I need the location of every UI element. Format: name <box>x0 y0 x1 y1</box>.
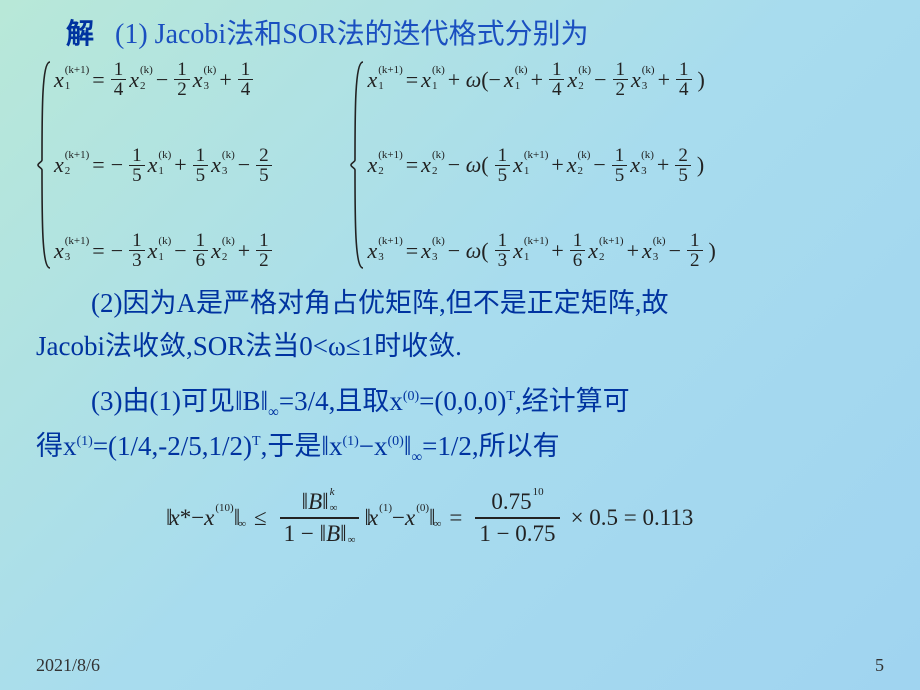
sup0: (0) <box>403 389 419 404</box>
le: ≤ <box>246 505 275 531</box>
para2-text-a: 因为A是严格对角占优矩阵,但不是正定矩阵,故 <box>122 288 668 318</box>
footer-date: 2021/8/6 <box>36 655 100 676</box>
p3e1: =3/4,且取x <box>279 386 403 416</box>
eq: = <box>441 505 470 531</box>
frac-Bk: ‖B‖k∞ 1 − ‖B‖ ∞ <box>280 487 360 549</box>
p3a: 由(1)可见‖B‖ <box>122 386 268 416</box>
p3b: 得x <box>36 431 77 461</box>
sor-system: x(k+1)1=x(k)1+ ω(−x(k)1+14x(k)2−12x(k)3+… <box>349 60 884 270</box>
equation-row: x(k+1)1=14x(k)2−12x(k)3+14 x(k+1)2=−15x(k… <box>36 60 884 270</box>
paragraph-2: (2)因为A是严格对角占优矩阵,但不是正定矩阵,故 Jacobi法收敛,SOR法… <box>36 282 884 368</box>
supT2: T <box>252 434 261 449</box>
norm-mid: ‖x(1) −x(0) ‖ ∞ <box>364 505 441 531</box>
rhsden: 1 − 0.75 <box>475 519 559 549</box>
sor-eq: x(k+1)1=x(k)1+ ω(−x(k)1+14x(k)2−12x(k)3+… <box>367 60 718 99</box>
para2-text-b: Jacobi法收敛,SOR法当0<ω≤1时收敛. <box>36 331 462 361</box>
heading-text: Jacobi法和SOR法的迭代格式分别为 <box>155 19 589 50</box>
norm-left: ‖x*−x(10) ‖ ∞ <box>166 505 246 531</box>
sor-lines: x(k+1)1=x(k)1+ ω(−x(k)1+14x(k)2−12x(k)3+… <box>367 60 718 270</box>
p3e6: −x <box>359 431 388 461</box>
p3e2: =(0,0,0) <box>419 386 506 416</box>
frac-num: 0.7510 1 − 0.75 <box>475 487 559 549</box>
part-1-label: (1) <box>115 19 148 50</box>
p3e5: ,于是‖x <box>261 431 343 461</box>
jacobi-system: x(k+1)1=14x(k)2−12x(k)3+14 x(k+1)2=−15x(k… <box>36 60 341 270</box>
rhse: 10 <box>533 487 544 498</box>
inf2: ∞ <box>411 449 422 465</box>
slide: 解 (1) Jacobi法和SOR法的迭代格式分别为 x(k+1)1=14x(k… <box>0 0 920 690</box>
p3e8: =1/2,所以有 <box>422 431 559 461</box>
footer: 2021/8/6 5 <box>36 655 884 676</box>
paragraph-3: (3)由(1)可见‖B‖∞=3/4,且取x(0)=(0,0,0)T,经计算可 得… <box>36 380 884 469</box>
sor-eq: x(k+1)2=x(k)2− ω(15x(k+1)1+x(k)2−15x(k)3… <box>367 146 718 185</box>
part-2-label: (2) <box>91 288 122 318</box>
sup1b: (1) <box>342 434 358 449</box>
p3e4: =(1/4,-2/5,1/2) <box>93 431 252 461</box>
error-bound-eq: ‖x*−x(10) ‖ ∞ ≤ ‖B‖k∞ 1 − ‖B‖ ∞ ‖x(1) −x… <box>166 487 884 549</box>
jacobi-eq: x(k+1)2=−15x(k)1+15x(k)3−25 <box>54 146 275 185</box>
supT: T <box>506 389 515 404</box>
p3e3: ,经计算可 <box>515 386 630 416</box>
inf: ∞ <box>268 405 279 421</box>
jacobi-lines: x(k+1)1=14x(k)2−12x(k)3+14 x(k+1)2=−15x(k… <box>54 60 275 270</box>
footer-page: 5 <box>875 655 884 676</box>
left-brace <box>36 60 54 270</box>
times: × 0.5 = 0.113 <box>565 505 694 531</box>
heading-line: 解 (1) Jacobi法和SOR法的迭代格式分别为 <box>36 12 884 52</box>
jacobi-eq: x(k+1)3=−13x(k)1−16x(k)2+12 <box>54 231 275 270</box>
left-brace <box>349 60 367 270</box>
sor-eq: x(k+1)3=x(k)3− ω(13x(k+1)1+16x(k+1)2+x(k… <box>367 231 718 270</box>
sup1: (1) <box>77 434 93 449</box>
sup0b: (0) <box>388 434 404 449</box>
rhsnum: 0.75 <box>491 489 531 515</box>
jacobi-eq: x(k+1)1=14x(k)2−12x(k)3+14 <box>54 60 275 99</box>
solution-label: 解 <box>66 19 94 50</box>
part-3-label: (3) <box>91 386 122 416</box>
